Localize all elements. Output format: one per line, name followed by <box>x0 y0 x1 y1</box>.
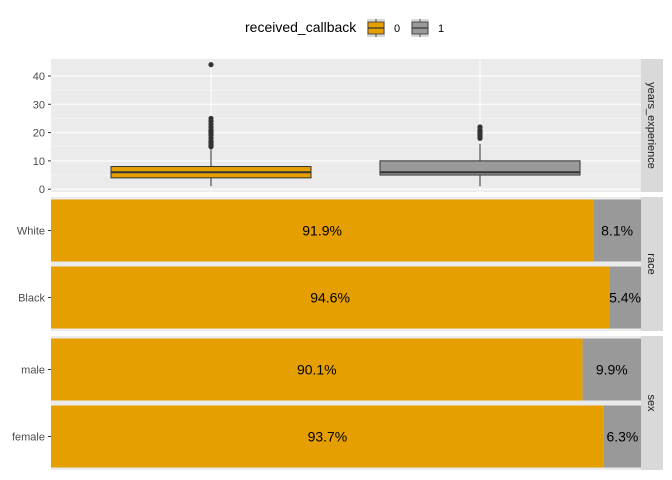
bar-White-0 <box>51 199 594 262</box>
bar-label-female-0: 93.7% <box>308 429 348 445</box>
y-tick-label: 40 <box>33 71 45 83</box>
outlier-point <box>208 62 214 68</box>
bar-male-0 <box>51 338 583 401</box>
bar-label-Black-1: 5.4% <box>609 290 641 306</box>
bar-label-female-1: 6.3% <box>606 429 638 445</box>
bar-male-1 <box>582 338 641 401</box>
bar-Black-0 <box>51 266 610 329</box>
strip-label-sex: sex <box>645 394 657 412</box>
legend-title: received_callback <box>245 19 357 35</box>
bar-label-Black-0: 94.6% <box>310 290 350 306</box>
category-label-Black: Black <box>18 293 45 305</box>
strip-race <box>641 197 663 331</box>
bar-label-White-1: 8.1% <box>601 223 633 239</box>
outlier-point <box>477 124 483 130</box>
strip-years-experience <box>641 59 663 192</box>
legend-label-0: 0 <box>394 23 400 35</box>
bar-female-1 <box>603 405 641 468</box>
category-label-female: female <box>12 432 45 444</box>
y-tick-label: 0 <box>39 184 45 196</box>
strip-sex <box>641 336 663 470</box>
category-label-White: White <box>17 226 45 238</box>
legend-label-1: 1 <box>438 23 444 35</box>
strip-label-years-experience: years_experience <box>645 82 657 169</box>
bar-Black-1 <box>609 266 641 329</box>
y-tick-label: 30 <box>33 99 45 111</box>
y-tick-label: 10 <box>33 156 45 168</box>
category-label-male: male <box>21 365 45 377</box>
bar-label-White-0: 91.9% <box>302 223 342 239</box>
y-tick-label: 20 <box>33 128 45 140</box>
bar-label-male-1: 9.9% <box>596 362 628 378</box>
bar-label-male-0: 90.1% <box>297 362 337 378</box>
bar-White-1 <box>593 199 641 262</box>
strip-label-race: race <box>645 253 657 274</box>
bar-female-0 <box>51 405 604 468</box>
outlier-point <box>208 115 214 122</box>
